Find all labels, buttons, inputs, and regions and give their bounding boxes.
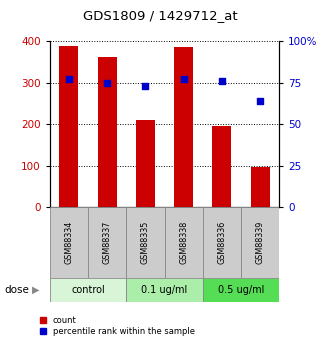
- Bar: [203, 278, 279, 302]
- Bar: [88, 207, 126, 278]
- Text: GSM88336: GSM88336: [217, 221, 226, 264]
- Bar: [241, 207, 279, 278]
- Bar: [59, 46, 78, 207]
- Point: [66, 77, 72, 82]
- Point: [219, 78, 224, 84]
- Bar: [174, 47, 193, 207]
- Bar: [212, 126, 231, 207]
- Bar: [164, 207, 203, 278]
- Text: GDS1809 / 1429712_at: GDS1809 / 1429712_at: [83, 9, 238, 22]
- Text: GSM88339: GSM88339: [256, 221, 265, 264]
- Bar: [50, 278, 126, 302]
- Text: 0.5 ug/ml: 0.5 ug/ml: [218, 285, 264, 295]
- Point: [181, 77, 186, 82]
- Bar: [203, 207, 241, 278]
- Point: [143, 83, 148, 89]
- Text: dose: dose: [5, 285, 30, 295]
- Bar: [50, 207, 88, 278]
- Bar: [136, 120, 155, 207]
- Text: GSM88337: GSM88337: [103, 221, 112, 264]
- Bar: [126, 278, 203, 302]
- Text: ▶: ▶: [31, 285, 39, 295]
- Bar: [126, 207, 164, 278]
- Point: [105, 80, 110, 86]
- Text: GSM88334: GSM88334: [65, 221, 74, 264]
- Text: GSM88335: GSM88335: [141, 221, 150, 264]
- Legend: count, percentile rank within the sample: count, percentile rank within the sample: [38, 314, 196, 337]
- Text: control: control: [71, 285, 105, 295]
- Point: [257, 98, 263, 104]
- Bar: [251, 167, 270, 207]
- Bar: [98, 57, 117, 207]
- Text: GSM88338: GSM88338: [179, 221, 188, 264]
- Text: 0.1 ug/ml: 0.1 ug/ml: [141, 285, 188, 295]
